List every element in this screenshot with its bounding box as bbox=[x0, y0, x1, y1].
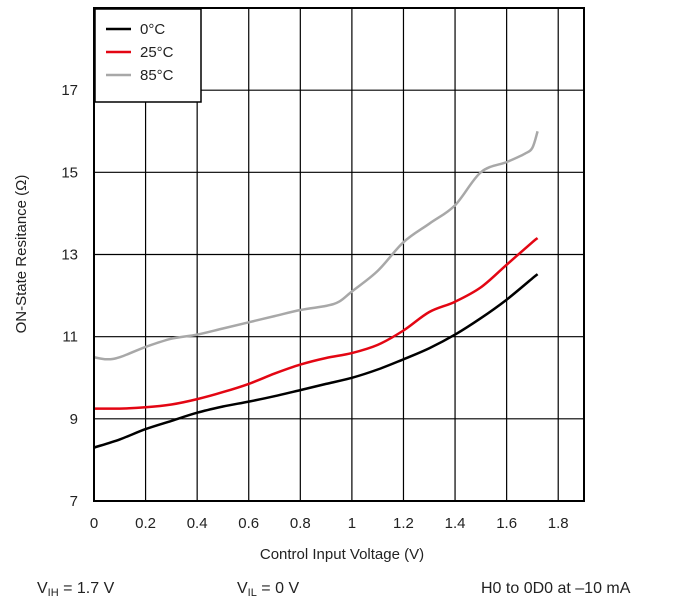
legend-label: 85°C bbox=[140, 67, 174, 84]
footer-vil: VIL = 0 V bbox=[237, 580, 299, 599]
x-tick-label: 1.2 bbox=[393, 515, 414, 532]
legend-box bbox=[94, 8, 202, 103]
x-tick-label: 0.2 bbox=[135, 515, 156, 532]
legend-label: 0°C bbox=[140, 21, 165, 38]
x-tick-label: 1.8 bbox=[548, 515, 569, 532]
footer-vih: VIH = 1.7 V bbox=[37, 580, 114, 599]
x-tick-label: 0 bbox=[90, 515, 98, 532]
series-line-0c bbox=[93, 273, 539, 449]
on-resistance-chart: 0 0.2 0.4 0.6 0.8 1 1.2 1.4 1.6 1.8 7 9 11 13 15 17 Co… bbox=[13, 7, 585, 563]
x-tick-label: 1 bbox=[348, 515, 356, 532]
x-tick-label: 0.8 bbox=[290, 515, 311, 532]
series-line-85c bbox=[93, 130, 539, 361]
legend: 0°C 25°C 85°C bbox=[94, 8, 202, 103]
y-tick-label: 9 bbox=[70, 411, 78, 428]
y-tick-label: 13 bbox=[61, 247, 78, 264]
vil-value: = 0 V bbox=[256, 580, 300, 597]
vil-subscript: IL bbox=[247, 587, 257, 599]
y-tick-label: 7 bbox=[70, 493, 78, 510]
legend-label: 25°C bbox=[140, 44, 174, 61]
x-tick-label: 1.4 bbox=[445, 515, 466, 532]
vih-symbol: V bbox=[37, 580, 48, 597]
y-tick-label: 11 bbox=[62, 329, 78, 346]
y-tick-label: 17 bbox=[61, 82, 78, 99]
series-lines bbox=[93, 130, 539, 449]
x-tick-label: 0.4 bbox=[187, 515, 208, 532]
x-tick-label: 1.6 bbox=[496, 515, 517, 532]
vil-symbol: V bbox=[237, 580, 248, 597]
x-axis-title: Control Input Voltage (V) bbox=[260, 546, 424, 563]
y-tick-label: 15 bbox=[61, 164, 78, 181]
y-axis-title: ON-State Resitance (Ω) bbox=[13, 175, 30, 334]
series-line-25c bbox=[93, 237, 539, 410]
y-tick-labels: 7 9 11 13 15 17 bbox=[61, 82, 78, 510]
vih-subscript: IH bbox=[47, 587, 59, 599]
x-tick-label: 0.6 bbox=[238, 515, 259, 532]
plot-frame bbox=[93, 7, 585, 502]
footer-test-condition: H0 to 0D0 at –10 mA bbox=[481, 580, 631, 597]
vih-value: = 1.7 V bbox=[58, 580, 115, 597]
x-tick-labels: 0 0.2 0.4 0.6 0.8 1 1.2 1.4 1.6 1.8 bbox=[90, 515, 569, 532]
